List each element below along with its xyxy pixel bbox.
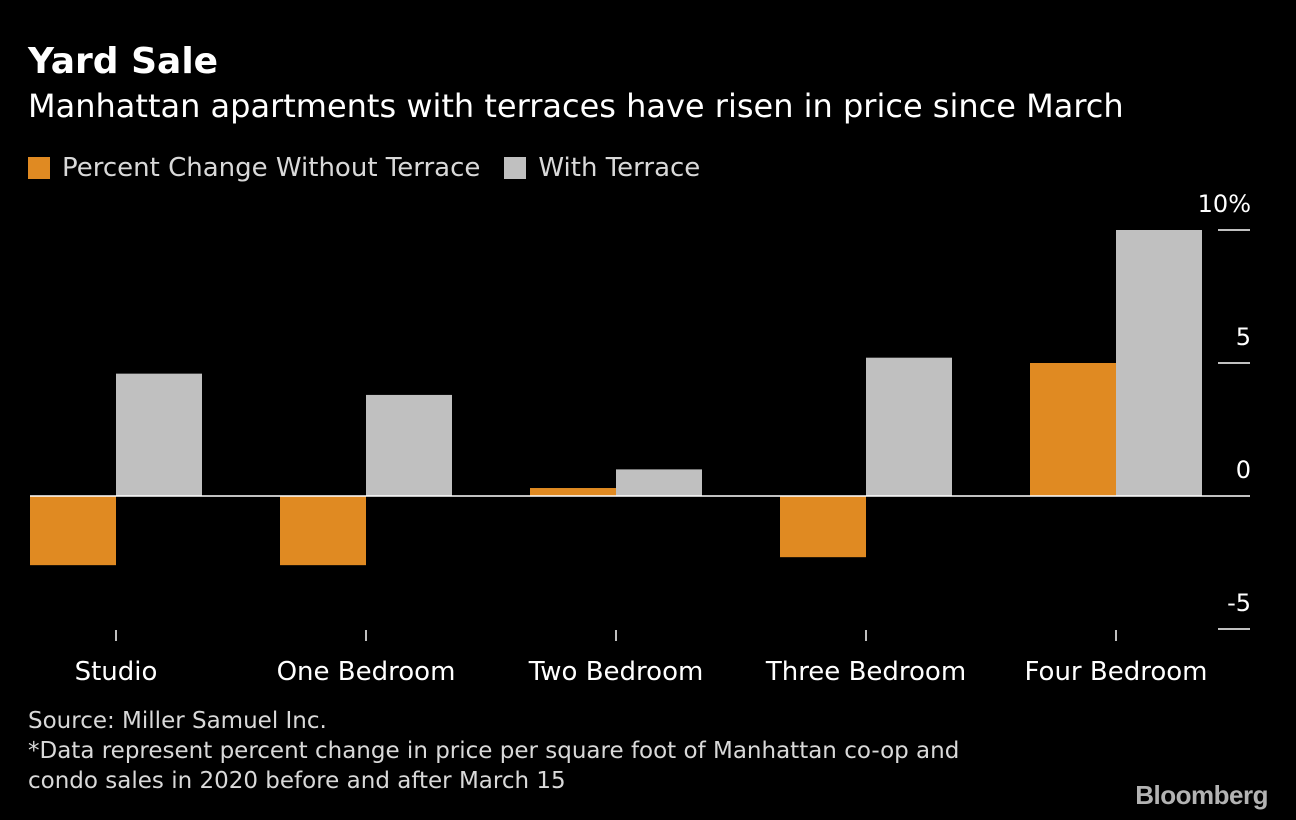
bar-with-terrace: [1116, 230, 1202, 496]
legend-swatch-with-terrace: [504, 157, 527, 179]
bar-with-terrace: [866, 357, 952, 496]
bar-without-terrace: [1030, 363, 1116, 496]
source-note: Source: Miller Samuel Inc.: [28, 708, 327, 734]
x-category-label: One Bedroom: [277, 657, 456, 687]
legend-swatch-without-terrace: [28, 157, 50, 179]
legend-label-without-terrace: Percent Change Without Terrace: [62, 153, 481, 183]
legend-item-without-terrace: Percent Change Without Terrace: [28, 153, 480, 183]
y-tick-label: 0: [1236, 456, 1251, 484]
bar-without-terrace: [530, 488, 616, 496]
bar-with-terrace: [366, 394, 452, 496]
legend-label-with-terrace: With Terrace: [538, 153, 701, 183]
chart-title: Yard Sale: [28, 41, 219, 82]
y-tick-label: 10%: [1198, 190, 1251, 218]
chart-subtitle: Manhattan apartments with terraces have …: [28, 87, 1124, 125]
bar-with-terrace: [616, 469, 702, 496]
x-category-label: Two Bedroom: [528, 657, 704, 687]
bar-with-terrace: [116, 373, 202, 496]
x-category-label: Four Bedroom: [1025, 657, 1208, 687]
footer: Source: Miller Samuel Inc. *Data represe…: [28, 706, 959, 796]
y-tick-label: -5: [1227, 589, 1251, 617]
bar-chart: 10% 5 0 -5 Studio One Bedroom Two Bedroom Three…: [30, 190, 1251, 687]
bar-without-terrace: [30, 496, 116, 566]
legend: Percent Change Without Terrace With Terr…: [28, 150, 724, 186]
legend-item-with-terrace: With Terrace: [504, 153, 700, 183]
x-category-label: Three Bedroom: [765, 657, 966, 687]
data-note-line-2: condo sales in 2020 before and after Mar…: [28, 768, 566, 794]
bar-without-terrace: [780, 496, 866, 558]
data-note-line-1: *Data represent percent change in price …: [28, 738, 960, 764]
bloomberg-logo: Bloomberg: [1135, 780, 1268, 810]
bar-without-terrace: [280, 496, 366, 566]
x-category-label: Studio: [75, 657, 158, 687]
y-tick-label: 5: [1236, 323, 1251, 351]
